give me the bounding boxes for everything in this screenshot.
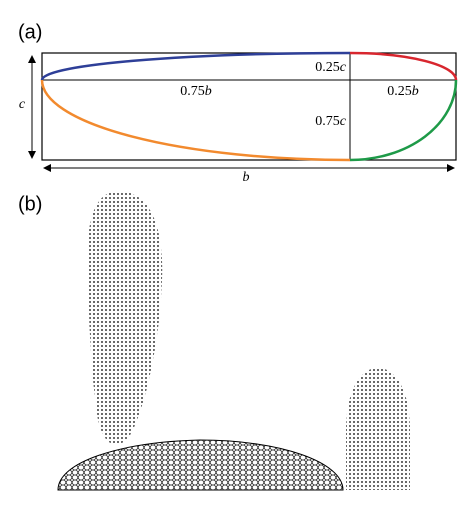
coefficient: 0.75 — [315, 114, 340, 129]
curve — [40, 51, 351, 81]
variable: c — [340, 114, 347, 129]
particle-droplet — [88, 190, 163, 445]
variable: b — [412, 84, 419, 99]
curve — [349, 79, 458, 162]
dimension-label: 0.75b — [180, 84, 212, 99]
bounding-box — [41, 52, 457, 161]
width-label: b — [243, 170, 250, 185]
dimension-label: 0.75c — [315, 114, 347, 129]
coefficient: 0.25 — [387, 84, 412, 99]
dimension-label: 0.25c — [315, 60, 347, 75]
coefficient: 0.25 — [315, 60, 340, 75]
panel-label: (b) — [18, 193, 42, 215]
variable: c — [340, 60, 347, 75]
coefficient: 0.75 — [180, 84, 205, 99]
curve — [40, 79, 351, 162]
variable: b — [205, 84, 212, 99]
dimension-label: 0.25b — [387, 84, 419, 99]
mesh-dome — [57, 439, 344, 491]
particle-droplet — [346, 368, 410, 490]
height-label: c — [19, 97, 26, 112]
curve — [349, 51, 458, 81]
panel-label: (a) — [18, 21, 42, 43]
